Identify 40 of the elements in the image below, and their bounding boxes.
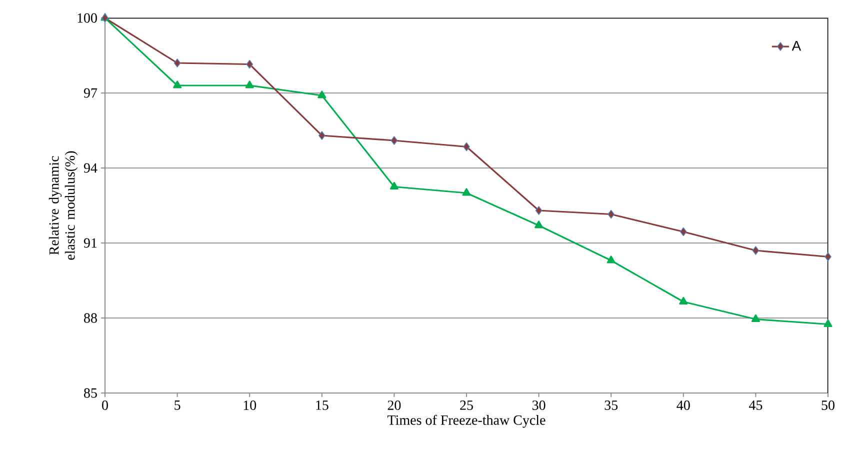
- point: [751, 314, 760, 322]
- point: [390, 182, 398, 190]
- point: [824, 319, 832, 328]
- point: [680, 227, 687, 236]
- point: [318, 90, 326, 98]
- point: [245, 80, 254, 88]
- x-tick-label: 15: [316, 400, 328, 410]
- point: [463, 142, 470, 152]
- point: [534, 220, 544, 228]
- x-tick-label: 20: [388, 400, 401, 410]
- x-tick-label: 30: [532, 400, 546, 410]
- x-tick-label: 10: [244, 400, 256, 410]
- legend-label: A: [792, 40, 802, 51]
- point: [606, 256, 616, 264]
- x-tick-label: 35: [604, 400, 618, 410]
- point: [535, 206, 542, 215]
- y-tick-label: 100: [78, 13, 97, 23]
- point: [390, 136, 398, 145]
- x-tick-label: 45: [748, 400, 762, 410]
- x-tick-label: 0: [102, 400, 108, 410]
- y-tick-label: 85: [84, 388, 97, 398]
- point: [608, 210, 615, 219]
- point: [246, 60, 254, 69]
- point: [174, 58, 181, 68]
- x-axis-title: Times of Freeze-thaw Cycle: [388, 414, 546, 428]
- y-tick-label: 88: [84, 313, 97, 323]
- y-tick-label: 94: [84, 163, 98, 173]
- y-tick-label: 97: [84, 88, 98, 98]
- point: [679, 296, 688, 305]
- point: [824, 252, 832, 262]
- x-tick-label: 5: [174, 400, 180, 410]
- point: [318, 131, 326, 140]
- x-tick-label: 50: [822, 400, 834, 410]
- point: [752, 246, 760, 255]
- x-tick-label: 25: [460, 400, 473, 410]
- y-tick-label: 91: [84, 238, 97, 248]
- y-axis-title: Relative dynamic elastic modulus(%): [48, 151, 78, 260]
- point: [173, 80, 182, 88]
- x-tick-label: 40: [676, 400, 690, 410]
- point: [462, 188, 471, 196]
